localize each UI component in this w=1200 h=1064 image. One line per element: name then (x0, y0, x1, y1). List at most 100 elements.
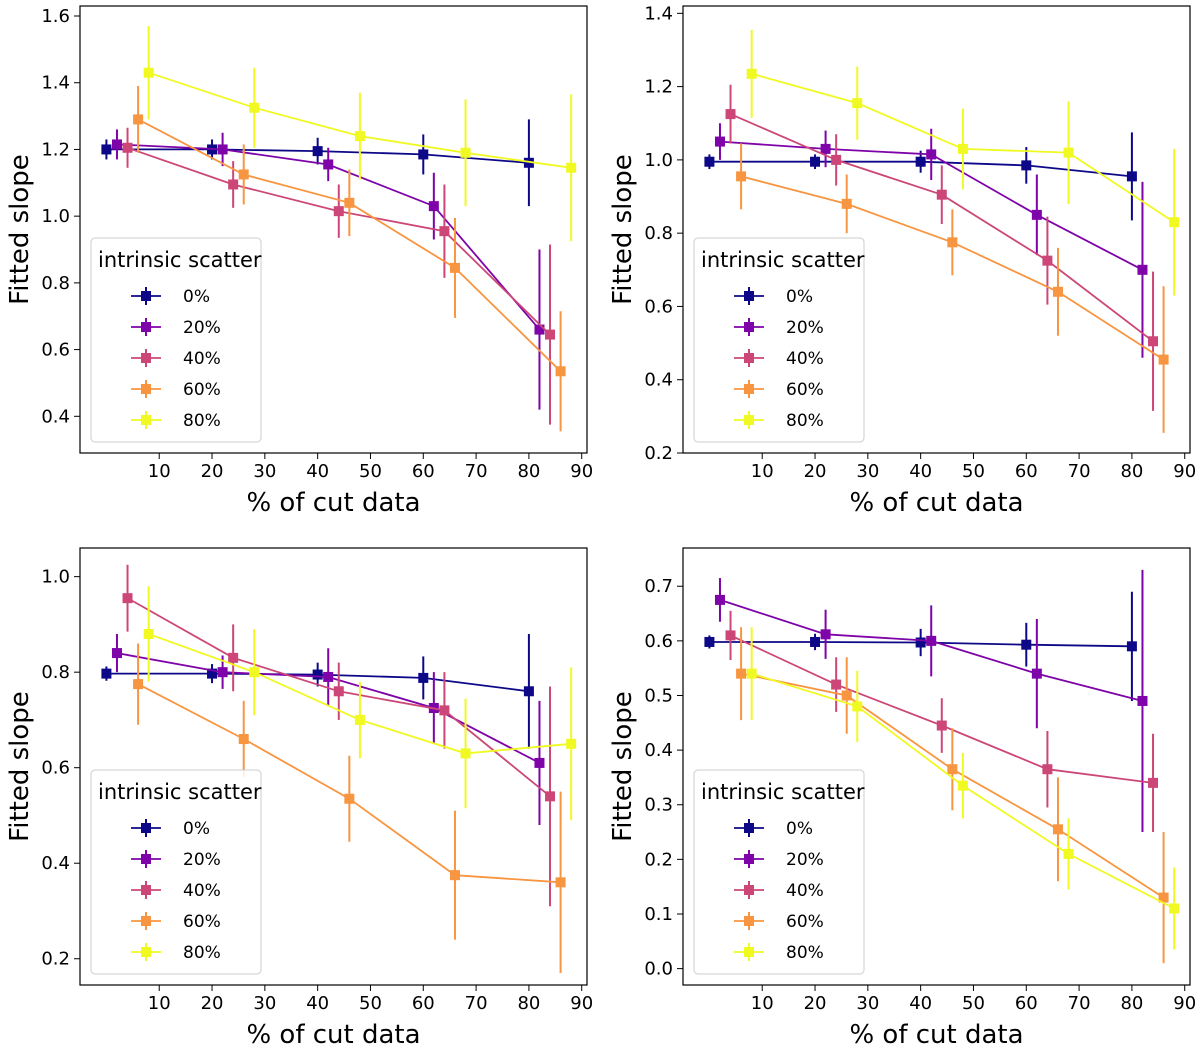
data-point (725, 630, 736, 641)
legend-item-0%: 0% (734, 819, 813, 839)
legend-box (90, 769, 262, 975)
x-tick-label: 10 (148, 461, 171, 482)
data-point (344, 793, 355, 804)
data-point (852, 98, 863, 109)
legend-item-20%: 20% (734, 318, 824, 338)
data-point (1021, 160, 1032, 171)
data-point (545, 791, 556, 802)
y-tick-label: 1.0 (41, 567, 70, 588)
data-point (323, 159, 334, 170)
legend-label: 80% (183, 411, 221, 431)
axes-frame (79, 5, 588, 454)
data-point (555, 366, 566, 377)
data-point (957, 143, 968, 154)
legend-marker (141, 916, 151, 926)
legend-item-0%: 0% (131, 819, 210, 839)
data-point (736, 171, 747, 182)
legend-title: intrinsic scatter (701, 780, 865, 804)
data-point (1148, 777, 1159, 788)
data-point (249, 102, 260, 113)
legend-item-80%: 80% (131, 411, 221, 431)
legend-item-80%: 80% (131, 943, 221, 963)
legend-item-20%: 20% (131, 318, 221, 338)
data-point (704, 156, 715, 167)
data-point (957, 780, 968, 791)
legend-marker (744, 384, 754, 394)
y-axis-label: Fitted slope (5, 154, 35, 305)
legend-label: 80% (786, 943, 824, 963)
y-tick-label: 0.8 (644, 223, 673, 244)
x-tick-label: 50 (962, 461, 985, 482)
data-point (1031, 668, 1042, 679)
data-point (947, 237, 958, 248)
data-point (111, 648, 122, 659)
data-point (344, 197, 355, 208)
data-point (704, 636, 715, 647)
legend-marker (141, 947, 151, 957)
data-point (545, 329, 556, 340)
legend-label: 0% (786, 287, 813, 307)
legend-marker (141, 384, 151, 394)
x-tick-label: 60 (412, 993, 435, 1014)
data-point (915, 156, 926, 167)
data-point (333, 206, 344, 217)
data-point (555, 877, 566, 888)
x-tick-label: 40 (909, 461, 932, 482)
data-point (1063, 848, 1074, 859)
data-point (354, 131, 365, 142)
y-tick-label: 0.4 (41, 853, 70, 874)
data-point (1063, 147, 1074, 158)
legend-marker (744, 885, 754, 895)
y-tick-label: 1.6 (41, 6, 70, 27)
x-tick-label: 20 (201, 461, 224, 482)
data-point (810, 156, 821, 167)
data-point (228, 652, 239, 663)
series-0% (704, 591, 1137, 701)
data-point (523, 157, 534, 168)
x-tick-label: 60 (1015, 993, 1038, 1014)
series-60% (133, 86, 566, 432)
data-point (207, 668, 218, 679)
data-point (1169, 903, 1180, 914)
x-tick-label: 30 (856, 993, 879, 1014)
data-point (238, 169, 249, 180)
y-tick-label: 0.4 (644, 740, 673, 761)
legend-item-0%: 0% (131, 287, 210, 307)
y-tick-label: 0.1 (644, 904, 673, 925)
legend-title: intrinsic scatter (98, 780, 262, 804)
x-tick-label: 10 (751, 461, 774, 482)
x-axis-label: % of cut data (246, 488, 420, 518)
data-point (312, 146, 323, 157)
series-0% (101, 119, 534, 207)
legend-item-80%: 80% (734, 411, 824, 431)
series-80% (143, 586, 577, 821)
y-tick-label: 0.5 (644, 685, 673, 706)
data-point (725, 109, 736, 120)
data-point (449, 262, 460, 273)
legend-marker (141, 353, 151, 363)
x-tick-label: 70 (1068, 993, 1091, 1014)
data-point (746, 68, 757, 79)
legend-item-40%: 40% (734, 881, 824, 901)
data-point (111, 139, 122, 150)
data-point (439, 705, 450, 716)
y-tick-label: 0.7 (644, 576, 673, 597)
series-40% (725, 610, 1159, 833)
data-point (831, 154, 842, 165)
y-tick-label: 1.0 (644, 150, 673, 171)
data-point (1158, 354, 1169, 365)
legend-box (693, 769, 865, 975)
data-point (534, 324, 545, 335)
chart-panel-top-right: 10 20 30 40 50 60 70 80 90 0.2 0.4 0.6 0.8 1.0 1.2 1.4%… (608, 3, 1196, 518)
legend-label: 60% (183, 912, 221, 932)
legend-label: 20% (183, 318, 221, 338)
y-tick-label: 0.2 (644, 443, 673, 464)
x-tick-label: 80 (1120, 461, 1143, 482)
data-point (1052, 824, 1063, 835)
legend-marker (744, 823, 754, 833)
y-tick-label: 0.4 (41, 406, 70, 427)
axes-frame (79, 547, 588, 986)
x-tick-label: 90 (1173, 461, 1196, 482)
legend-item-60%: 60% (734, 912, 824, 932)
series-60% (736, 627, 1169, 964)
